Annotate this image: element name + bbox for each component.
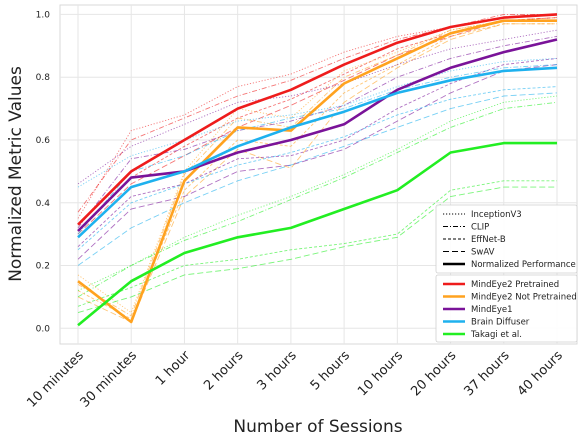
legend-label: SwAV [471, 248, 495, 258]
series-line [77, 13, 558, 226]
series-legend-box [435, 274, 578, 343]
line-style-legend-box [435, 204, 578, 274]
grid-lines [60, 5, 577, 344]
legend-label: Takagi et al. [470, 330, 522, 340]
metric-line [77, 17, 558, 232]
metric-line [77, 86, 558, 251]
metric-line [77, 180, 557, 307]
metric-line [77, 23, 557, 323]
metric-line [77, 64, 558, 235]
legend-label: Normalized Performance [471, 260, 576, 270]
line-style-legend: InceptionV3 CLIP EffNet-B SwAV Normalized Pe… [435, 204, 578, 274]
y-tick-label: 0.2 [36, 262, 50, 272]
metric-line [77, 29, 558, 185]
y-axis-label: Normalized Metric Values [6, 66, 26, 282]
normalized-performance-lines [77, 13, 558, 327]
legend-label: Brain Diffuser [471, 318, 530, 328]
x-axis-label: Number of Sessions [233, 417, 402, 437]
y-tick-label: 0.4 [36, 199, 51, 209]
metric-line [77, 57, 558, 188]
y-tick-label: 0.6 [36, 136, 51, 146]
legend-label: EffNet-B [471, 235, 506, 245]
metric-line [77, 35, 558, 229]
legend-label: InceptionV3 [471, 210, 522, 220]
metric-line [77, 92, 558, 266]
legend-label: CLIP [471, 223, 489, 233]
series-line [77, 141, 557, 327]
y-tick-labels: 0.0 0.2 0.4 0.6 0.8 1.0 [36, 10, 51, 334]
metric-line [77, 20, 557, 317]
legend-label: MindEye2 Not Pretrained [471, 293, 577, 303]
y-tick-label: 0.0 [36, 324, 51, 334]
metric-line [77, 186, 557, 314]
series-legend: MindEye2 Pretrained MindEye2 Not Pretrain… [435, 274, 578, 343]
series-line [77, 38, 558, 232]
legend-label: MindEye1 [471, 305, 513, 315]
y-tick-label: 1.0 [36, 10, 51, 20]
metric-line [77, 57, 558, 248]
metric-line [77, 17, 558, 235]
y-tick-label: 0.8 [36, 73, 51, 83]
series-line [77, 66, 558, 239]
metric-line [77, 64, 558, 260]
legend-label: MindEye2 Pretrained [471, 280, 559, 290]
series-line [77, 19, 557, 324]
metric-line [77, 95, 558, 292]
